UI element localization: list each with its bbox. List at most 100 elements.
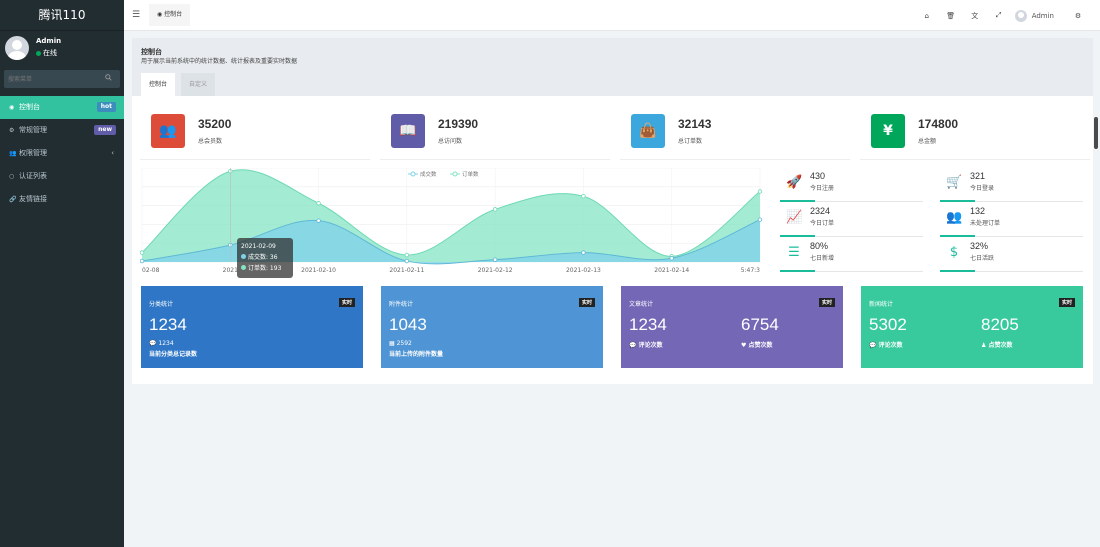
tooltip-line2-text: 订单数: 193 bbox=[248, 265, 282, 272]
card-label-comments: 💬 评论次数 bbox=[629, 340, 663, 349]
data-point[interactable] bbox=[140, 258, 145, 264]
chart-tooltip: 2021-02-09 成交数: 36 订单数: 193 bbox=[237, 238, 293, 278]
comment-icon: 💬 bbox=[629, 342, 639, 349]
sidebar-item-cert[interactable]: ○ 认证列表 bbox=[0, 165, 124, 188]
card-sub-value: 1234 bbox=[158, 340, 174, 347]
book-icon: 📖 bbox=[391, 114, 425, 148]
data-point[interactable] bbox=[404, 258, 410, 264]
mini-label: 七日活跃 bbox=[970, 255, 995, 262]
card-sub: 💬 1234 bbox=[149, 340, 174, 347]
tab-custom[interactable]: 自定义 bbox=[181, 73, 216, 96]
data-point[interactable] bbox=[669, 256, 674, 261]
dollar-icon: $ bbox=[949, 245, 959, 260]
mini-label: 今日登录 bbox=[970, 185, 995, 192]
dashboard-icon: ◉ bbox=[9, 104, 15, 111]
list-icon: ☰ bbox=[788, 245, 800, 260]
card-desc: 当前分类总记录数 bbox=[149, 351, 198, 358]
stat-label: 总会员数 bbox=[198, 138, 223, 145]
sidebar-menu: ◉ 控制台 hot ⚙ 常规管理 new 👥 权限管理 ‹ ○ 认证列表 🔗 友情链接 bbox=[0, 96, 124, 211]
mini-bar bbox=[940, 270, 975, 272]
page-description: 用于展示当前系统中的统计数据、统计报表及重要实时数据 bbox=[141, 58, 298, 65]
tab-console[interactable]: 控制台 bbox=[141, 73, 176, 96]
data-point[interactable] bbox=[404, 252, 410, 258]
fullscreen-icon[interactable]: ⤢ bbox=[995, 11, 1002, 19]
realtime-badge: 实时 bbox=[338, 298, 355, 307]
tab-label: 控制台 bbox=[164, 11, 183, 18]
online-dot-icon bbox=[36, 50, 41, 56]
x-tick-label: 02-08 bbox=[142, 267, 160, 274]
menu-toggle-icon[interactable]: ☰ bbox=[132, 10, 141, 20]
series-area-0 bbox=[142, 219, 760, 264]
data-point[interactable] bbox=[492, 257, 498, 262]
card-label-comments: 💬 评论次数 bbox=[869, 340, 903, 349]
mini-stat-active7: $ 32% 七日活跃 bbox=[940, 238, 1083, 272]
rocket-icon: 🚀 bbox=[786, 175, 803, 190]
sidebar-item-general[interactable]: ⚙ 常规管理 new bbox=[0, 119, 124, 142]
card-desc: 当前上传的附件数量 bbox=[389, 351, 444, 358]
tooltip-line2: 订单数: 193 bbox=[241, 263, 289, 274]
sidebar-item-auth[interactable]: 👥 权限管理 ‹ bbox=[0, 142, 124, 165]
stat-label: 总金额 bbox=[918, 138, 937, 145]
heart-icon: ♥ bbox=[741, 342, 749, 349]
series-dot-icon bbox=[241, 265, 246, 270]
top-admin-name[interactable]: Admin bbox=[1031, 11, 1054, 20]
user-name: Admin bbox=[36, 37, 62, 45]
card-value: 1043 bbox=[389, 315, 427, 334]
data-point[interactable] bbox=[492, 207, 498, 212]
language-icon[interactable]: 文 bbox=[971, 11, 979, 20]
data-point[interactable] bbox=[757, 189, 763, 194]
search-icon[interactable] bbox=[105, 74, 112, 81]
card-category: 分类统计 实时 1234 💬 1234 当前分类总记录数 bbox=[141, 286, 363, 368]
area-chart[interactable]: 02-08 2021 2021-02-10 2021-02-11 2021-02-12 2… bbox=[140, 168, 770, 280]
mini-bar bbox=[780, 235, 815, 237]
mini-stat-unprocessed: 👥 132 未处理订单 bbox=[940, 203, 1083, 237]
tooltip-line1: 成交数: 36 bbox=[241, 252, 289, 263]
top-avatar[interactable] bbox=[1014, 9, 1027, 22]
mini-stat-orders: 📈 2324 今日订单 bbox=[780, 203, 923, 237]
card-sub-value: 2592 bbox=[396, 340, 412, 347]
gear-icon[interactable]: ⚙ bbox=[1074, 11, 1082, 20]
card-value-comments: 5302 bbox=[869, 315, 907, 334]
user-status-text: 在线 bbox=[43, 49, 57, 57]
x-tick-label: 2021-02-12 bbox=[478, 267, 513, 274]
sidebar-item-dashboard[interactable]: ◉ 控制台 hot bbox=[0, 96, 124, 119]
home-icon[interactable]: ⌂ bbox=[924, 11, 929, 20]
mini-label: 今日订单 bbox=[810, 220, 835, 227]
realtime-badge: 实时 bbox=[818, 298, 835, 307]
legend-marker[interactable] bbox=[410, 171, 416, 177]
legend-marker[interactable] bbox=[452, 171, 458, 177]
data-point[interactable] bbox=[581, 194, 586, 199]
data-point[interactable] bbox=[581, 250, 586, 255]
x-tick-label: 2021-02-10 bbox=[301, 267, 336, 274]
data-point[interactable] bbox=[757, 217, 763, 222]
data-point[interactable] bbox=[316, 201, 321, 206]
page-scrollbar[interactable] bbox=[1094, 117, 1098, 149]
data-point[interactable] bbox=[316, 218, 321, 223]
card-title: 文章统计 bbox=[629, 301, 654, 308]
tab-dashboard[interactable]: ◉ 控制台 bbox=[149, 4, 191, 26]
mini-bar bbox=[940, 200, 975, 202]
legend-label[interactable]: 订单数 bbox=[462, 170, 479, 178]
menu-label: 控制台 bbox=[19, 103, 40, 111]
stat-members: 👥 35200 总会员数 bbox=[140, 104, 370, 160]
card-label-likes: ♥ 点赞次数 bbox=[741, 340, 772, 349]
stat-value: 35200 bbox=[198, 117, 232, 131]
app-logo[interactable]: 腾讯110 bbox=[0, 0, 124, 31]
comment-icon: 💬 bbox=[149, 340, 159, 347]
x-tick-label: 2021-02-13 bbox=[566, 267, 601, 274]
card-value-likes: 6754 bbox=[741, 315, 779, 334]
sidebar-item-links[interactable]: 🔗 友情链接 bbox=[0, 188, 124, 211]
card-label-text: 评论次数 bbox=[638, 342, 663, 349]
tooltip-line1-text: 成交数: 36 bbox=[248, 254, 278, 261]
trash-icon[interactable]: 🗑 bbox=[946, 11, 956, 20]
link-icon: 🔗 bbox=[9, 196, 17, 203]
search-input[interactable] bbox=[8, 73, 98, 85]
legend-label[interactable]: 成交数 bbox=[420, 170, 437, 178]
mini-value: 80% bbox=[810, 241, 829, 251]
chart-svg[interactable]: 02-08 2021 2021-02-10 2021-02-11 2021-02-12 2… bbox=[140, 168, 770, 280]
user-avatar bbox=[5, 36, 29, 60]
card-label-text: 点赞次数 bbox=[748, 342, 773, 349]
stat-value: 219390 bbox=[438, 117, 479, 131]
data-point[interactable] bbox=[140, 250, 145, 255]
dashboard-icon: ◉ bbox=[157, 11, 165, 18]
